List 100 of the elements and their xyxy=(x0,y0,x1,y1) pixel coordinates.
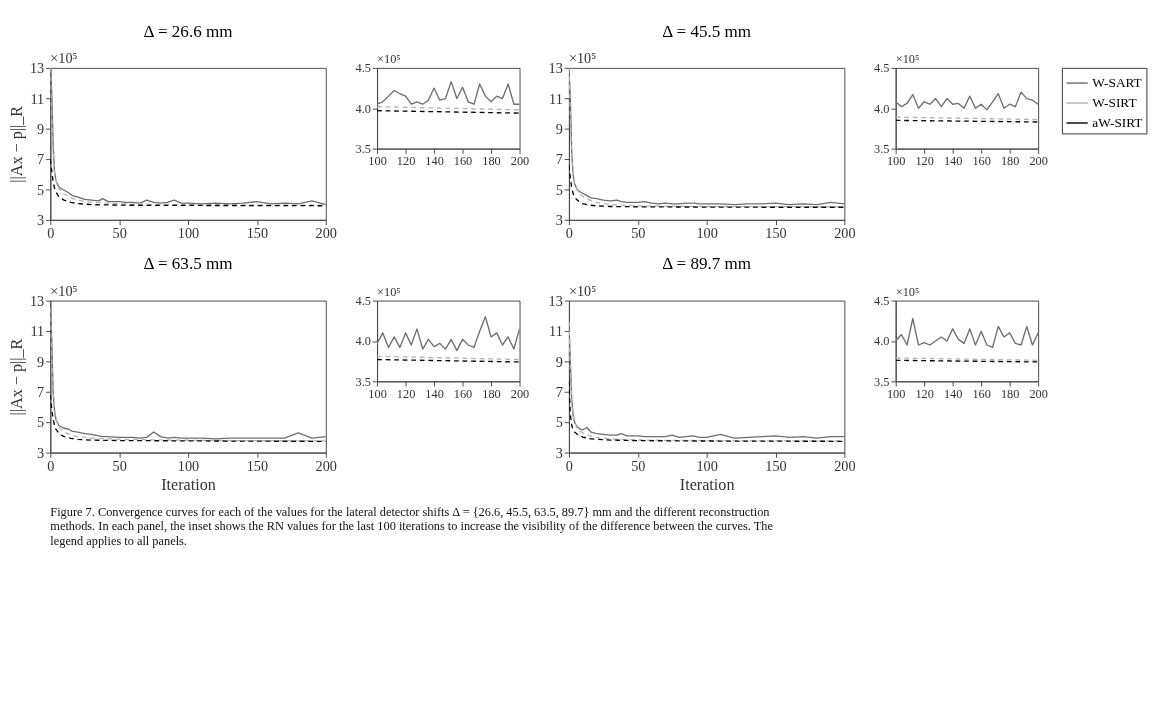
x-tick-label: 120 xyxy=(915,386,934,401)
y-tick-label: 4.5 xyxy=(355,61,371,76)
x-tick-label: 120 xyxy=(396,154,416,169)
chart-title: Δ = 45.5 mm xyxy=(662,21,752,41)
x-tick-label: 50 xyxy=(631,225,646,242)
x-tick-label: 140 xyxy=(943,154,963,169)
y-tick-label: 3.5 xyxy=(355,141,371,156)
chart-title: Δ = 26.6 mm xyxy=(143,21,234,41)
legend-label: aW-SIRT xyxy=(1092,114,1143,130)
caption: Figure 7. Convergence curves for each of the values for the lateral detector shifts Δ = {26.6, 45.5, 63.5, 89.7} mm and the different reconstruction methods. In each panel, the inset shows the RN values for the last 100 iterations to increase the visibility of the difference between the curves. The legend applies to all panels. xyxy=(50,505,774,548)
y-tick-label: 3 xyxy=(37,212,45,229)
y-tick-label: 4.0 xyxy=(355,101,371,116)
x-tick-label: 0 xyxy=(565,225,573,242)
y-tick-label: 11 xyxy=(30,90,45,107)
y-tick-label: 7 xyxy=(555,151,563,168)
x-tick-label: 0 xyxy=(47,225,55,242)
x-tick-label: 0 xyxy=(47,458,55,475)
x-tick-label: 200 xyxy=(834,458,856,475)
x-tick-label: 200 xyxy=(510,154,530,169)
x-tick-label: 100 xyxy=(886,154,906,169)
legend-label: W-SIRT xyxy=(1092,94,1137,110)
x-tick-label: 160 xyxy=(972,154,991,169)
x-tick-label: 200 xyxy=(510,386,530,401)
x-tick-label: 50 xyxy=(631,458,646,475)
x-tick-label: 150 xyxy=(765,225,787,242)
y-tick-label: 4.0 xyxy=(355,334,371,349)
x-tick-label: 200 xyxy=(315,225,337,242)
y-tick-label: 13 xyxy=(548,292,563,309)
x-tick-label: 160 xyxy=(453,154,473,169)
text: ×10⁵ xyxy=(895,52,920,67)
x-tick-label: 150 xyxy=(765,458,787,475)
x-tick-label: 180 xyxy=(1000,154,1020,169)
y-tick-label: 4.0 xyxy=(874,334,890,349)
x-axis-title: Iteration xyxy=(679,476,735,494)
line-series xyxy=(377,80,520,105)
y-tick-label: 7 xyxy=(37,384,45,401)
y-tick-label: 3 xyxy=(37,444,45,461)
y-axis-title: ||Ax − p||_R xyxy=(8,105,27,183)
x-tick-label: 50 xyxy=(112,458,127,475)
x-tick-label: 140 xyxy=(425,154,444,169)
line-series xyxy=(895,317,1039,349)
chart-title: Δ = 63.5 mm xyxy=(143,254,234,274)
y-axis-title: ||Ax − p||_R xyxy=(8,338,27,416)
x-tick-label: 50 xyxy=(112,225,127,242)
y-tick-label: 9 xyxy=(37,353,45,370)
y-tick-label: 13 xyxy=(29,292,45,309)
y-tick-label: 11 xyxy=(549,323,563,340)
x-tick-label: 160 xyxy=(453,386,473,401)
x-tick-label: 0 xyxy=(565,458,573,475)
x-tick-label: 120 xyxy=(915,154,934,169)
line-series xyxy=(895,91,1039,111)
y-tick-label: 5 xyxy=(37,414,45,431)
x-tick-label: 180 xyxy=(482,154,501,169)
x-tick-label: 150 xyxy=(246,458,269,475)
y-tick-label: 11 xyxy=(30,323,45,340)
x-tick-label: 140 xyxy=(425,386,444,401)
y-tick-label: 5 xyxy=(37,181,45,198)
y-tick-label: 9 xyxy=(37,120,45,137)
y-tick-label: 3.5 xyxy=(874,141,890,156)
x-tick-label: 100 xyxy=(177,225,200,242)
x-tick-label: 100 xyxy=(368,386,387,401)
y-tick-label: 3.5 xyxy=(355,374,371,389)
x-tick-label: 180 xyxy=(482,386,501,401)
x-tick-label: 180 xyxy=(1000,386,1020,401)
chart-title: Δ = 89.7 mm xyxy=(662,254,752,274)
x-tick-label: 200 xyxy=(834,225,856,242)
line-series xyxy=(377,316,520,352)
x-tick-label: 160 xyxy=(972,386,991,401)
text: ×10⁵ xyxy=(50,282,78,299)
text: ×10⁵ xyxy=(568,282,597,299)
x-tick-label: 100 xyxy=(368,154,387,169)
y-tick-label: 9 xyxy=(555,353,563,370)
x-tick-label: 200 xyxy=(1029,154,1048,169)
y-tick-label: 4.5 xyxy=(355,293,371,308)
y-tick-label: 5 xyxy=(555,414,563,431)
text: ×10⁵ xyxy=(377,52,401,67)
y-tick-label: 5 xyxy=(555,181,563,198)
x-tick-label: 200 xyxy=(315,458,337,475)
y-tick-label: 13 xyxy=(548,60,563,77)
x-tick-label: 100 xyxy=(696,225,718,242)
legend-label: W-SART xyxy=(1092,74,1142,90)
y-tick-label: 9 xyxy=(555,120,563,137)
x-tick-label: 140 xyxy=(943,386,963,401)
text: ×10⁵ xyxy=(377,284,401,299)
x-tick-label: 200 xyxy=(1029,386,1048,401)
text: ×10⁵ xyxy=(50,50,78,67)
x-tick-label: 100 xyxy=(696,458,718,475)
line-series xyxy=(568,164,845,208)
y-tick-label: 3 xyxy=(555,444,563,461)
y-tick-label: 7 xyxy=(555,384,563,401)
text: ×10⁵ xyxy=(895,284,920,299)
y-tick-label: 13 xyxy=(29,60,45,77)
x-tick-label: 120 xyxy=(396,386,416,401)
y-tick-label: 4.5 xyxy=(874,293,890,308)
y-tick-label: 7 xyxy=(37,151,45,168)
y-tick-label: 3 xyxy=(555,212,563,229)
text: ×10⁵ xyxy=(568,50,597,67)
line-series xyxy=(568,380,845,442)
x-tick-label: 150 xyxy=(246,225,269,242)
y-tick-label: 4.5 xyxy=(874,61,890,76)
